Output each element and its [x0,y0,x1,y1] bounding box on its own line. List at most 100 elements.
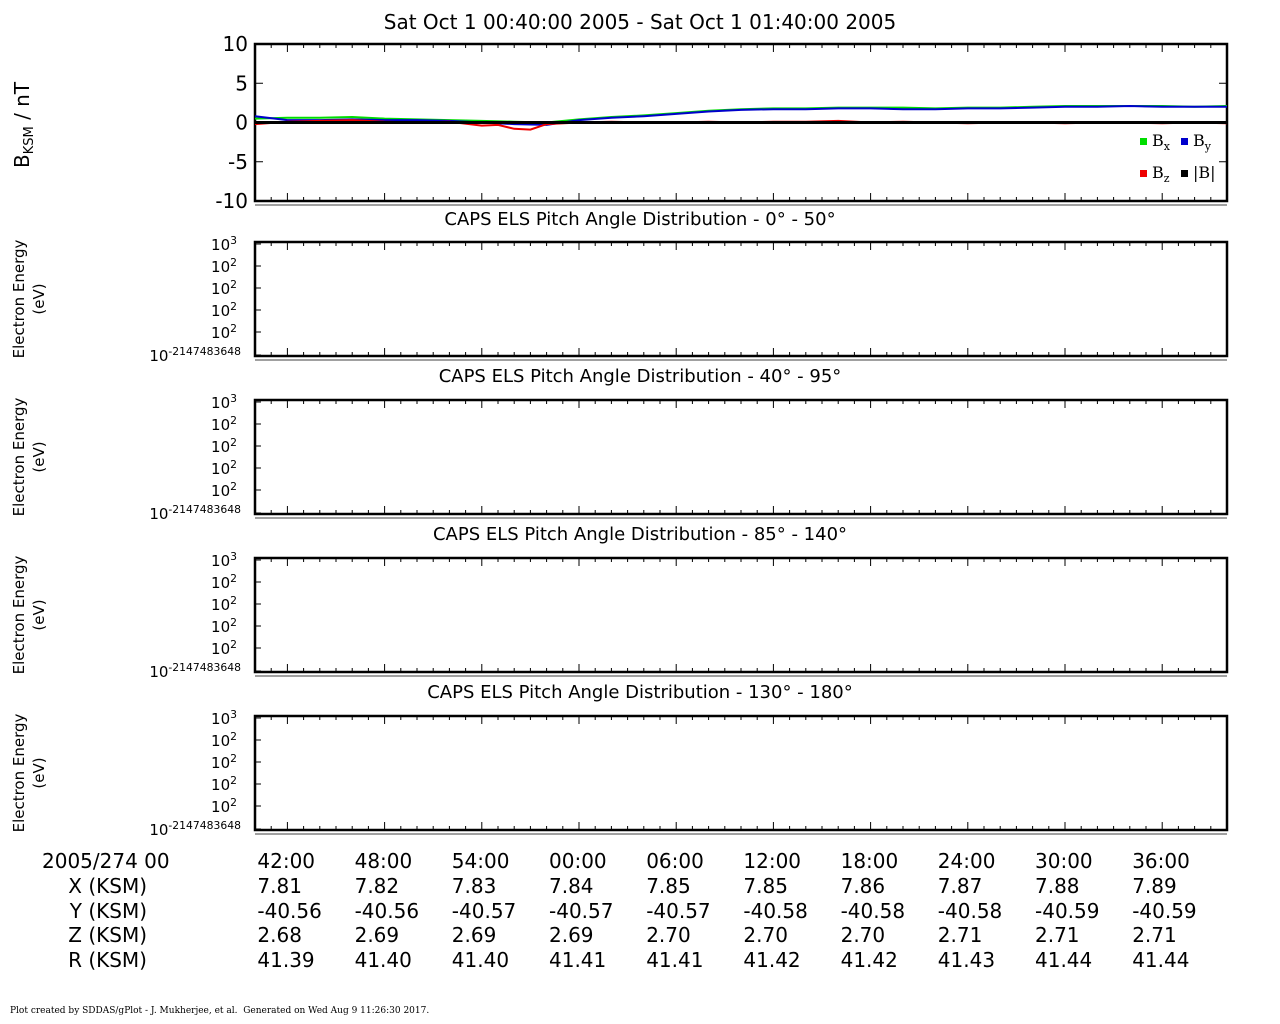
ephemeris-value: 2.70 [743,923,788,947]
pad-panel-1-ytick-label-exponent: 2 [230,322,237,335]
ephemeris-value: 41.41 [646,948,703,972]
legend-entry-bx: Bx [1152,131,1171,153]
time-tick-label: 30:00 [1035,849,1093,873]
bfield-ytick-label: -10 [215,189,248,213]
pad-panel-3-ytick-label-exponent: 2 [230,616,237,629]
pad-panel-1-ytick-label: 102 [211,278,237,298]
ephemeris-value: 2.71 [1132,923,1177,947]
pad-panel-1-ytick-label-base: 10 [211,258,230,276]
pad-panel-2-ytick-label-exponent: 3 [230,392,237,405]
legend-entry-main: B [1152,163,1164,182]
pad-panel-2-ytick-label: 102 [211,480,237,500]
pad-panel-2-frame [253,398,1229,516]
series-by-line [254,104,1227,126]
bfield-ylabel-part: / nT [10,81,34,126]
ephemeris-value: 2.70 [841,923,886,947]
ephemeris-value: -40.56 [257,899,321,923]
ephemeris-value: 41.39 [257,948,314,972]
legend-swatch-bz [1140,170,1147,177]
ephemeris-value: 7.81 [257,874,302,898]
pad-panel-2-ytick-label-exponent: 2 [230,458,237,471]
pad-panel-3-ytick-label-exponent: -2147483648 [168,661,241,674]
bfield-ylabel-part: KSM [22,126,37,154]
ephemeris-value: 2.69 [549,923,594,947]
pad-panel-3-ytick-label: 102 [211,594,237,614]
ephemeris-value: -40.58 [938,899,1002,923]
pad-panel-2-ytick-label: 102 [211,414,237,434]
plot-title: Sat Oct 1 00:40:00 2005 - Sat Oct 1 01:4… [384,10,896,34]
ephemeris-value: 2.68 [257,923,302,947]
pad-panel-2-ytick-label-base: 10 [211,394,230,412]
pad-panel-4-title: CAPS ELS Pitch Angle Distribution - 130°… [427,682,853,703]
ephemeris-value: 7.88 [1035,874,1080,898]
pad-panel-4-ytick-label: 102 [211,730,237,750]
ephemeris-value: 2.69 [452,923,497,947]
pad-panel-4-ytick-label: 103 [211,708,237,728]
pad-panel-1-ytick-label-exponent: 2 [230,300,237,313]
legend-entry-by: By [1193,131,1212,153]
pad-panel-3-ytick-label-base: 10 [211,640,230,658]
pad-panel-4-ytick-label-exponent: 2 [230,752,237,765]
ephemeris-value: -40.57 [452,899,516,923]
bfield-ytick-label: 10 [223,32,248,56]
legend-entry-main: B [1152,131,1164,150]
ephemeris-value: 2.71 [938,923,983,947]
pad-panel-3-ytick-label: 103 [211,550,237,570]
pad-panel-2-title: CAPS ELS Pitch Angle Distribution - 40° … [439,366,842,387]
ephemeris-value: -40.58 [841,899,905,923]
ephemeris-value: -40.59 [1132,899,1196,923]
pad-panel-4-ytick-label-base: 10 [211,754,230,772]
ephemeris-row-label: X (KSM) [68,874,147,898]
pad-panel-4-ytick-label: 102 [211,752,237,772]
pad-panel-4-ytick-label-base: 10 [211,798,230,816]
legend-entry-sub: y [1204,140,1212,153]
pad-panel-3-ylabel-line1: Electron Energy [10,555,28,674]
ephemeris-value: 41.41 [549,948,606,972]
time-tick-label: 24:00 [938,849,996,873]
pad-panel-3-ytick-label-base: 10 [211,574,230,592]
pad-panel-2-ylabel-line1: Electron Energy [10,397,28,516]
pad-panel-4-ylabel-line1: Electron Energy [10,713,28,832]
pad-panel-1-ytick-label: 102 [211,256,237,276]
time-tick-label: 48:00 [355,849,413,873]
pad-panel-3-ylabel-line2: (eV) [30,599,48,630]
pad-panel-2-ytick-label: 102 [211,458,237,478]
time-tick-label: 36:00 [1132,849,1190,873]
pad-panel-1-frame [253,240,1229,358]
ephemeris-value: 7.84 [549,874,594,898]
pad-panel-2-ytick-label-exponent: 2 [230,480,237,493]
pad-panel-3-ytick-label: 102 [211,572,237,592]
pad-panel-1-ytick-label-base: 10 [149,347,168,365]
bfield-ytick-label: -5 [228,150,248,174]
plot-credit: Plot created by SDDAS/gPlot - J. Mukherj… [10,1006,430,1016]
pad-panel-1-ytick-label: 10-2147483648 [149,345,241,365]
ephemeris-value: 7.82 [355,874,400,898]
legend-swatch-bmag [1181,170,1188,177]
pad-panel-2-ytick-label-base: 10 [211,438,230,456]
ephemeris-value: 7.85 [646,874,691,898]
plot-canvas: Sat Oct 1 00:40:00 2005 - Sat Oct 1 01:4… [10,10,1229,972]
pad-panel-1-ytick-label: 103 [211,234,237,254]
pad-panel-1-ytick-label-exponent: -2147483648 [168,345,241,358]
pad-panel-3-ytick-label: 10-2147483648 [149,661,241,681]
pad-panel-2-ytick-label-base: 10 [149,505,168,523]
pad-panel-4-frame [253,714,1229,832]
pad-panel-1-ytick-label-exponent: 3 [230,234,237,247]
pad-panel-3-ytick-label: 102 [211,638,237,658]
legend-entry-main: |B| [1193,163,1216,182]
bfield-ytick-label: 0 [235,111,248,135]
ephemeris-value: 7.87 [938,874,983,898]
ephemeris-value: -40.58 [743,899,807,923]
pad-panel-4-ytick-label-exponent: 2 [230,796,237,809]
ephemeris-value: 7.89 [1132,874,1177,898]
pad-panel-1-ytick-label: 102 [211,322,237,342]
ephemeris-row-label: Y (KSM) [69,899,147,923]
pad-panel-2-ytick-label-exponent: 2 [230,414,237,427]
pad-panel-3-ytick-label: 102 [211,616,237,636]
bfield-ytick-label: 5 [235,71,248,95]
pad-panel-4-ytick-label-exponent: 2 [230,730,237,743]
ephemeris-row-label: Z (KSM) [68,923,147,947]
pad-panel-2-ytick-label-exponent: 2 [230,436,237,449]
pad-panel-3-title: CAPS ELS Pitch Angle Distribution - 85° … [433,524,847,545]
time-tick-label: 54:00 [452,849,510,873]
